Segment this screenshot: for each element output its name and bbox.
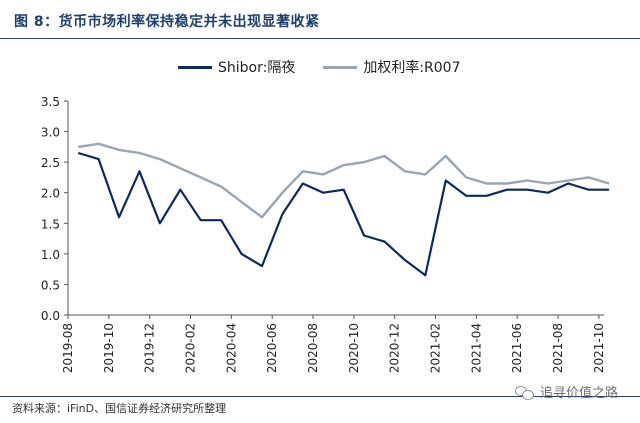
legend-item-r007: 加权利率:R007 (323, 57, 461, 77)
legend-label-r007: 加权利率:R007 (363, 60, 461, 76)
x-tick-label: 2019-10 (102, 323, 116, 373)
series-line-r007 (78, 142, 610, 219)
x-tick-label: 2021-08 (551, 323, 565, 373)
x-tick-label: 2020-12 (388, 323, 402, 373)
x-tick-label: 2019-08 (61, 323, 75, 373)
y-tick-label: 1.0 (41, 248, 60, 262)
watermark-text: 追寻价值之路 (539, 386, 618, 401)
y-tick-label: 1.5 (41, 217, 60, 231)
x-tick-label: 2020-10 (347, 323, 361, 373)
watermark: 追寻价值之路 (514, 382, 618, 401)
footer-divider (0, 396, 640, 397)
x-tick-label: 2020-04 (224, 323, 238, 373)
y-tick-label: 0.0 (41, 309, 60, 323)
source-note: 资料来源：iFinD、国信证券经济研究所整理 (12, 402, 227, 415)
wechat-icon (514, 384, 535, 400)
x-tick-label: 2020-06 (265, 323, 279, 373)
x-tick-label: 2021-10 (592, 323, 606, 373)
y-tick-label: 3.5 (41, 95, 60, 109)
x-tick-label: 2021-04 (469, 323, 483, 373)
figure-title: 图 8：货币市场利率保持稳定并未出现显著收紧 (14, 14, 320, 30)
title-divider (0, 38, 640, 39)
chart-legend: Shibor:隔夜 加权利率:R007 (178, 56, 489, 78)
figure-title-bar: 图 8：货币市场利率保持稳定并未出现显著收紧 (0, 0, 640, 44)
y-tick-label: 3.0 (41, 126, 60, 140)
series-line-shibor (77, 151, 610, 277)
x-tick-label: 2021-06 (510, 323, 524, 373)
x-tick-label: 2020-08 (306, 323, 320, 373)
legend-swatch-shibor (178, 65, 212, 69)
x-tick-label: 2020-02 (184, 323, 198, 373)
x-tick-label: 2021-02 (429, 323, 443, 373)
legend-label-shibor: Shibor:隔夜 (218, 60, 296, 76)
x-tick-label: 2019-12 (143, 323, 157, 373)
y-tick-label: 2.5 (41, 156, 60, 170)
y-tick-label: 0.5 (41, 278, 60, 292)
y-tick-label: 2.0 (41, 187, 60, 201)
legend-item-shibor: Shibor:隔夜 (178, 57, 295, 77)
legend-swatch-r007 (323, 65, 358, 69)
